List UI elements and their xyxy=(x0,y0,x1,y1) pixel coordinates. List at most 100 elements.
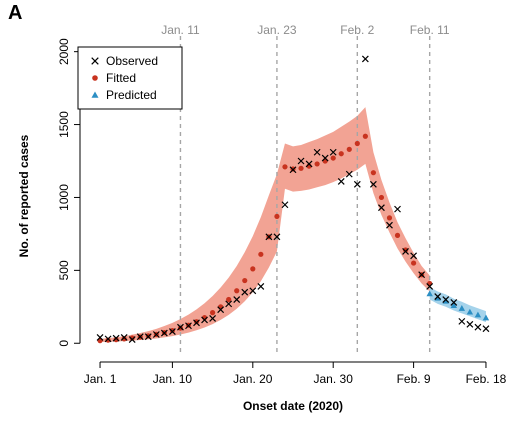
fitted-point xyxy=(386,215,393,221)
cross-stroke xyxy=(450,299,458,306)
panel-label: A xyxy=(8,2,23,24)
observed-point xyxy=(466,320,474,328)
y-tick-label: 500 xyxy=(57,260,71,280)
cross-stroke xyxy=(209,315,217,322)
observed-point xyxy=(168,328,176,336)
observed-point xyxy=(144,333,152,341)
observed-point xyxy=(233,296,241,303)
observed-series xyxy=(96,55,490,344)
observed-point xyxy=(120,333,128,341)
fitted-point xyxy=(346,146,352,152)
cross-stroke xyxy=(378,204,385,212)
cross-stroke xyxy=(281,201,289,209)
observed-point xyxy=(217,306,225,314)
cross-stroke xyxy=(225,300,233,308)
y-tick-label: 1500 xyxy=(57,111,71,138)
cross-stroke xyxy=(458,317,466,325)
cross-stroke xyxy=(104,335,112,343)
cross-stroke xyxy=(257,282,265,290)
fitted-point xyxy=(105,337,111,343)
legend-label-fitted: Fitted xyxy=(106,71,136,85)
cross-stroke xyxy=(337,177,345,185)
cross-stroke xyxy=(305,160,313,168)
fitted-point xyxy=(258,251,264,257)
observed-point xyxy=(225,300,233,308)
predicted-point xyxy=(442,297,449,304)
observed-point xyxy=(394,205,401,213)
cross-stroke xyxy=(128,336,136,344)
y-axis-title: No. of reported cases xyxy=(17,134,31,257)
y-tick-label: 1000 xyxy=(57,184,71,211)
fitted-point xyxy=(169,327,175,334)
fitted-point xyxy=(274,213,280,220)
observed-point xyxy=(136,333,144,341)
fitted-point xyxy=(242,277,248,284)
predicted-point xyxy=(458,305,466,311)
observed-point xyxy=(458,317,466,325)
observed-point xyxy=(434,293,442,301)
observed-point xyxy=(410,252,418,260)
cross-stroke xyxy=(273,233,281,241)
observed-point xyxy=(345,170,353,178)
fitted-point xyxy=(129,335,135,341)
observed-point xyxy=(386,221,393,229)
fitted-point xyxy=(145,333,151,339)
cross-stroke xyxy=(160,329,168,337)
fitted-point xyxy=(362,133,368,139)
observed-point xyxy=(353,180,361,188)
observed-point xyxy=(337,177,345,185)
observed-point xyxy=(128,336,136,344)
cross-stroke xyxy=(112,334,120,342)
fitted-point xyxy=(402,247,409,253)
cross-stroke xyxy=(434,293,442,301)
cross-stroke xyxy=(426,282,434,290)
observed-point xyxy=(185,322,192,330)
cross-stroke xyxy=(418,271,426,279)
observed-point xyxy=(402,247,409,255)
cross-stroke xyxy=(466,320,474,328)
fitted-point xyxy=(113,337,119,343)
cross-stroke xyxy=(233,296,241,303)
cross-stroke xyxy=(193,319,200,327)
legend-predicted-symbol xyxy=(91,91,99,98)
cross-stroke xyxy=(386,221,393,229)
cross-stroke xyxy=(96,333,104,341)
cross-stroke xyxy=(201,316,208,324)
observed-point xyxy=(361,55,369,63)
fitted-point xyxy=(394,232,401,238)
observed-point xyxy=(305,160,313,168)
legend-observed-symbol xyxy=(91,57,99,65)
observed-point xyxy=(313,148,321,156)
fitted-point xyxy=(378,194,385,201)
observed-point xyxy=(450,299,458,306)
cross-stroke xyxy=(120,333,128,341)
observed-point xyxy=(482,325,490,333)
fitted-point xyxy=(370,170,376,176)
fitted-point xyxy=(210,310,216,316)
legend-label-predicted: Predicted xyxy=(106,88,157,102)
predicted-series xyxy=(426,290,490,321)
x-axis-title: Onset date (2020) xyxy=(243,399,343,413)
observed-point xyxy=(257,282,265,290)
reference-line-label: Jan. 23 xyxy=(257,23,297,37)
predicted-point xyxy=(466,308,474,315)
observed-point xyxy=(112,334,120,342)
observed-point xyxy=(321,154,329,162)
cross-stroke xyxy=(482,325,490,333)
cross-stroke xyxy=(297,157,305,165)
cross-stroke xyxy=(329,148,337,156)
cross-stroke xyxy=(168,328,176,336)
predicted-point xyxy=(482,314,490,321)
cross-stroke xyxy=(136,333,144,341)
x-tick-label: Jan. 20 xyxy=(233,372,273,386)
observed-point xyxy=(201,316,208,324)
fitted-point xyxy=(250,266,256,272)
predicted-point xyxy=(450,302,457,308)
cross-stroke xyxy=(394,205,401,213)
cross-stroke xyxy=(265,233,273,241)
reference-line-label: Feb. 2 xyxy=(340,23,374,37)
observed-point xyxy=(193,319,200,327)
fitted-point xyxy=(282,164,288,170)
